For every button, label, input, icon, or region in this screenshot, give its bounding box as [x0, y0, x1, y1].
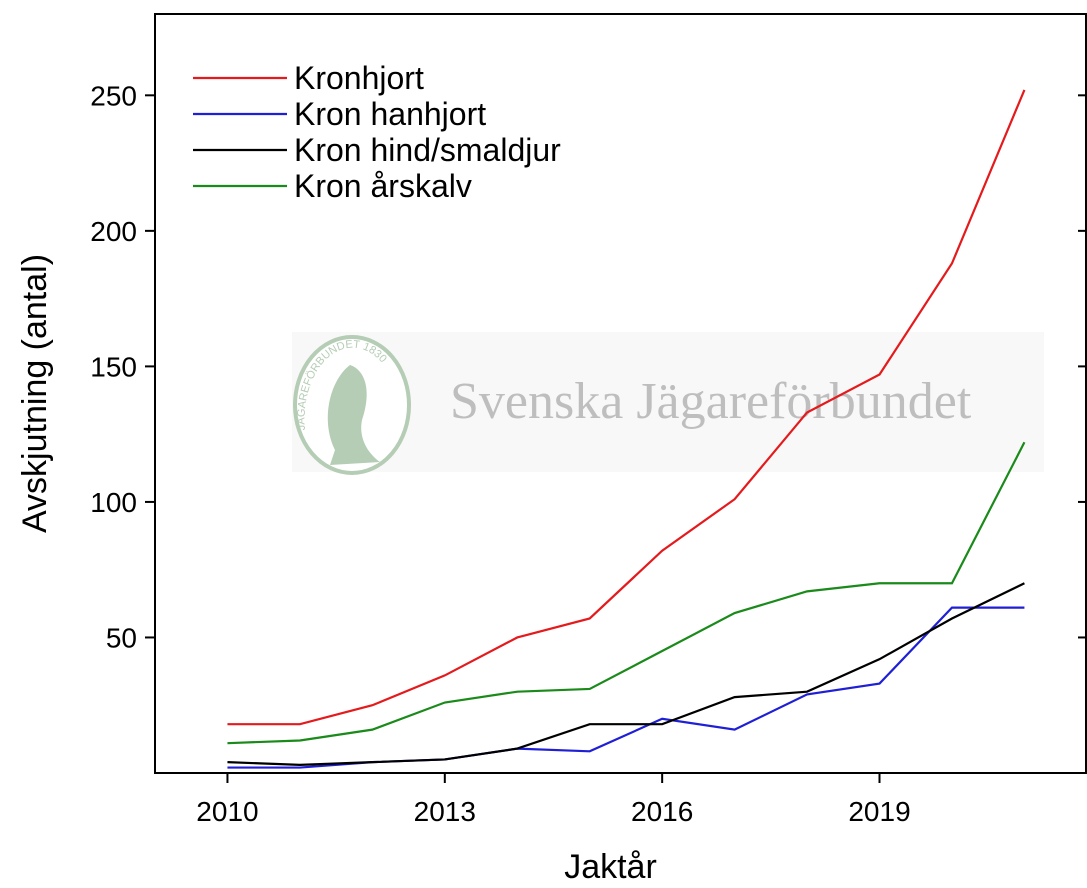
series-line: [227, 89, 1026, 726]
series-line: [227, 441, 1026, 745]
watermark-eagle: [327, 365, 380, 465]
y-tick-label: 100: [90, 487, 137, 518]
legend-label: Kron årskalv: [294, 168, 472, 204]
x-tick-label: 2019: [848, 796, 910, 827]
y-axis-label: Avskjutning (antal): [16, 254, 54, 533]
watermark-text: Svenska Jägareförbundet: [450, 373, 972, 430]
x-axis-label: Jaktår: [564, 848, 657, 886]
y-tick-label: 50: [106, 622, 137, 653]
x-tick-label: 2013: [414, 796, 476, 827]
y-tick-label: 200: [90, 216, 137, 247]
legend-label: Kron hind/smaldjur: [294, 132, 561, 168]
x-tick-label: 2010: [196, 796, 258, 827]
series-line: [227, 582, 1025, 766]
x-tick-label: 2016: [631, 796, 693, 827]
y-tick-label: 150: [90, 351, 137, 382]
y-tick-label: 250: [90, 80, 137, 111]
watermark-bg: [292, 332, 1044, 472]
series-line: [227, 606, 1025, 769]
watermark: JÄGAREFÖRBUNDET 1830 Svenska Jägareförbu…: [292, 332, 1044, 475]
legend-label: Kron hanhjort: [294, 96, 486, 132]
legend-label: Kronhjort: [294, 60, 424, 96]
plot-frame: [154, 13, 1087, 774]
